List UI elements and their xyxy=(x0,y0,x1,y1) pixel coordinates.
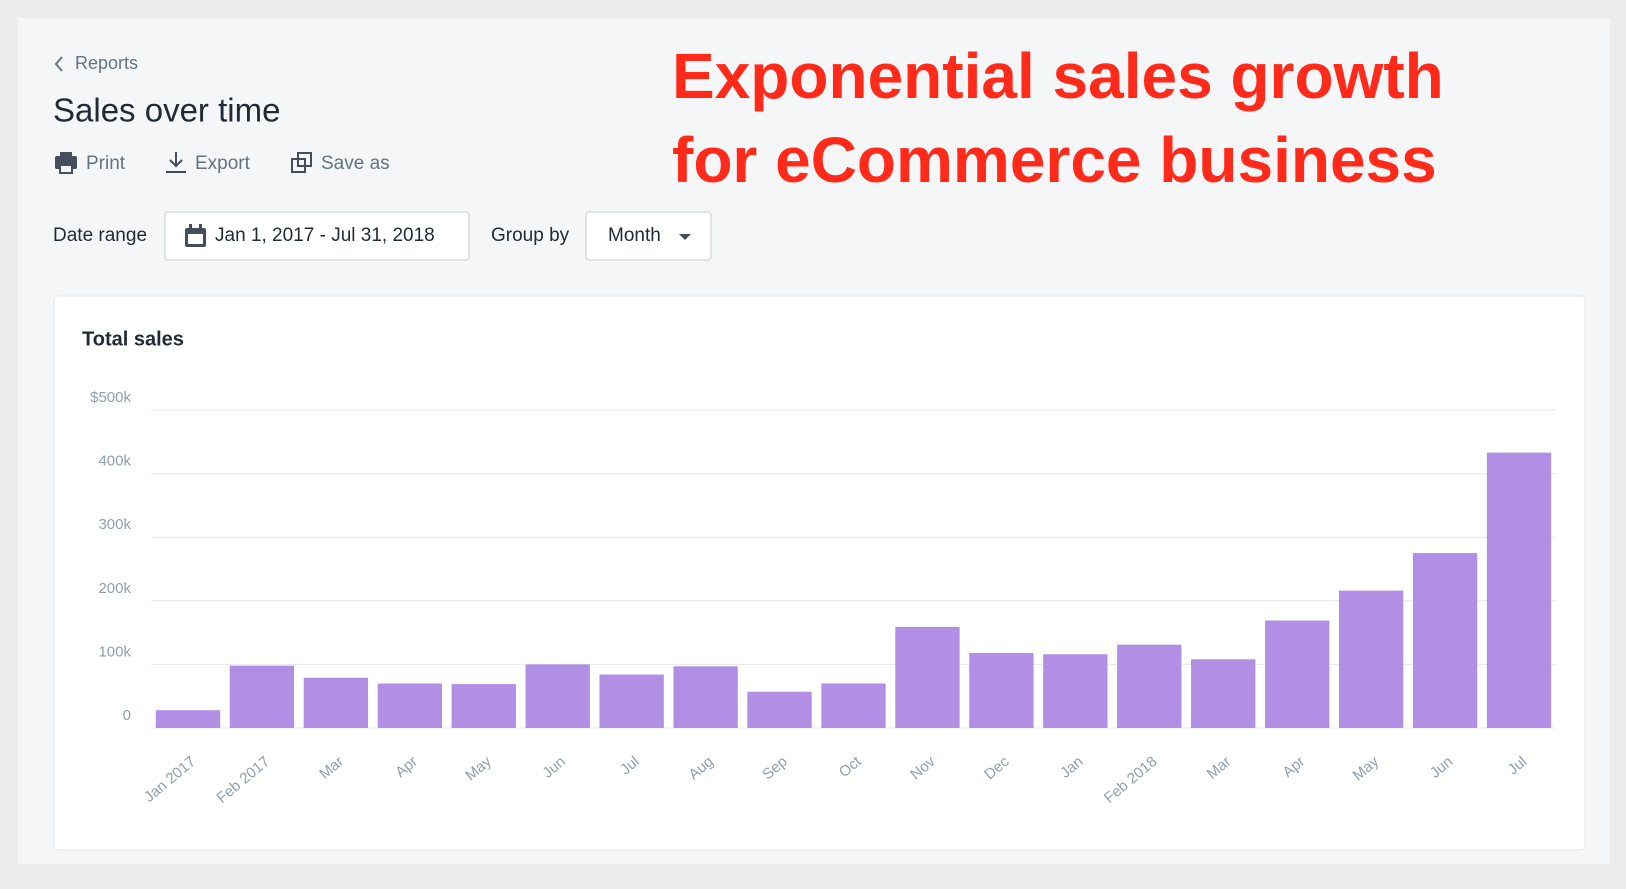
bar xyxy=(895,626,960,728)
print-action[interactable]: Print xyxy=(86,153,126,174)
page-title: Sales over time xyxy=(53,92,280,129)
bar xyxy=(821,683,886,728)
export-action[interactable]: Export xyxy=(195,153,251,174)
y-tick-label: $500k xyxy=(90,389,131,406)
print-icon xyxy=(55,152,77,174)
group-by-button[interactable] xyxy=(585,211,712,261)
save-action[interactable]: Save as xyxy=(321,153,390,174)
y-tick-label: 300k xyxy=(98,516,131,533)
bar xyxy=(525,664,590,728)
bar xyxy=(377,683,442,728)
y-tick-label: 400k xyxy=(98,453,131,470)
calendar-icon xyxy=(185,224,206,247)
bar xyxy=(451,684,516,728)
y-tick-label: 200k xyxy=(98,580,131,597)
back-link[interactable]: Reports xyxy=(75,53,138,73)
bar xyxy=(1117,644,1182,728)
group-by-value: Month xyxy=(608,225,661,246)
annotation-line: for eCommerce business xyxy=(672,124,1437,196)
bar xyxy=(155,710,221,728)
bar xyxy=(1412,553,1478,728)
date-range-label: Date range xyxy=(53,225,147,246)
save-icon xyxy=(291,152,312,173)
date-range-value: Jan 1, 2017 - Jul 31, 2018 xyxy=(215,225,435,246)
bar xyxy=(1338,590,1404,728)
back-icon[interactable] xyxy=(54,56,63,72)
bar xyxy=(747,691,812,728)
date-range-button[interactable] xyxy=(164,211,470,261)
bar xyxy=(303,677,369,728)
y-tick-label: 0 xyxy=(123,707,131,724)
bar xyxy=(1191,659,1256,728)
bar xyxy=(1486,452,1552,728)
chart-title: Total sales xyxy=(82,328,184,350)
bar xyxy=(229,665,295,728)
y-tick-label: 100k xyxy=(98,643,131,660)
bar xyxy=(599,674,664,728)
dropdown-caret xyxy=(679,234,691,240)
export-icon xyxy=(166,152,186,173)
annotation-line: Exponential sales growth xyxy=(672,40,1444,112)
bar xyxy=(1265,620,1330,728)
bar xyxy=(1043,654,1108,728)
bar xyxy=(673,666,738,728)
bar xyxy=(969,652,1034,728)
group-by-label: Group by xyxy=(491,225,570,246)
